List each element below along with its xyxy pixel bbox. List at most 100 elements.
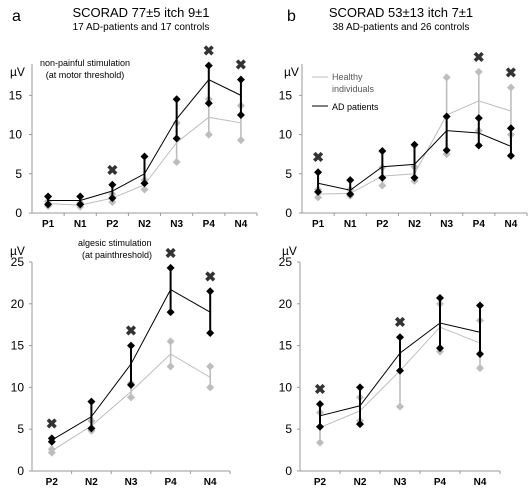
legend-label-patients: AD patients [332, 102, 379, 112]
error-cap-marker [44, 192, 53, 201]
x-tick-label: P2 [46, 477, 59, 488]
panel-a-header: SCORAD 77±5 itch 9±1 [72, 5, 209, 20]
error-cap-marker [172, 95, 181, 104]
series-patients [47, 263, 215, 446]
error-cap-marker [442, 73, 451, 82]
error-cap-marker [166, 308, 175, 317]
legend-label-controls-2: individuals [332, 84, 375, 94]
legend-label-controls: Healthy [332, 72, 363, 82]
error-cap-marker [356, 383, 364, 392]
series-patients [314, 112, 515, 199]
x-tick-label: N2 [138, 219, 151, 230]
significance-cross: ✖ [204, 268, 216, 284]
y-tick-label: 0 [15, 206, 22, 220]
significance-cross: ✖ [125, 323, 137, 339]
error-cap-marker [108, 194, 117, 203]
y-tick-label: 5 [285, 167, 292, 181]
error-cap-marker [378, 181, 387, 190]
error-cap-marker [206, 329, 215, 338]
error-cap-marker [236, 136, 245, 145]
x-tick-label: P2 [314, 477, 327, 488]
error-cap-marker [127, 341, 135, 350]
x-tick-label: N4 [474, 477, 487, 488]
error-cap-marker [396, 402, 404, 411]
y-tick-label: 10 [279, 128, 293, 142]
error-cap-marker [506, 83, 515, 92]
error-cap-marker [204, 61, 213, 70]
error-cap-marker [396, 333, 404, 342]
y-tick-label: 0 [17, 464, 24, 478]
significance-cross: ✖ [46, 415, 58, 431]
x-tick-label: P4 [203, 219, 216, 230]
x-tick-label: P4 [473, 219, 486, 230]
error-cap-marker [204, 130, 213, 139]
error-cap-marker [442, 112, 451, 121]
error-cap-marker [476, 301, 484, 310]
error-cap-marker [236, 75, 245, 84]
x-tick-label: N3 [125, 477, 138, 488]
legend: Healthy individuals AD patients [312, 72, 379, 112]
x-tick-label: N1 [344, 219, 357, 230]
y-tick-label: 25 [11, 255, 25, 269]
error-cap-marker [166, 263, 175, 272]
stimulation-note: algesic stimulation [78, 238, 152, 248]
panel-b-header: SCORAD 53±13 itch 7±1 [329, 5, 473, 20]
y-axis-label: µV [10, 65, 25, 79]
significance-cross: ✖ [106, 162, 118, 178]
error-cap-marker [172, 158, 181, 167]
error-cap-marker [378, 173, 387, 182]
x-tick-label: P1 [312, 219, 325, 230]
error-cap-marker [316, 438, 324, 447]
significance-cross: ✖ [312, 149, 324, 165]
x-tick-label: P4 [434, 477, 447, 488]
error-cap-marker [87, 397, 96, 406]
error-cap-marker [44, 200, 53, 209]
stimulation-note: non-painful stimulation [40, 58, 130, 68]
y-tick-label: 10 [279, 380, 293, 394]
error-cap-marker [506, 124, 515, 133]
error-cap-marker [47, 434, 56, 443]
error-cap-marker [410, 140, 419, 149]
error-cap-marker [204, 99, 213, 108]
error-cap-marker [47, 445, 56, 454]
error-cap-marker [206, 383, 215, 392]
error-cap-marker [314, 168, 323, 177]
y-tick-label: 5 [17, 422, 24, 436]
stimulation-note: (at painthreshold) [82, 250, 152, 260]
chart-b-top: 0 5 10 15 µV P1 N1 P2 N2 N3 P4 N4 ✖ ✖ ✖ Healthy individu… [279, 49, 528, 230]
y-tick-label: 0 [285, 464, 292, 478]
significance-cross: ✖ [203, 43, 215, 59]
error-cap-marker [314, 187, 323, 196]
error-cap-marker [206, 287, 215, 296]
error-cap-marker [166, 362, 175, 371]
y-tick-label: 20 [11, 297, 25, 311]
error-cap-marker [396, 366, 404, 375]
error-cap-marker [127, 393, 135, 402]
y-tick-label: 15 [11, 339, 25, 353]
error-cap-marker [436, 344, 444, 353]
error-cap-marker [474, 67, 483, 76]
panel-b-subheader: 38 AD-patients and 26 controls [333, 22, 470, 33]
y-tick-label: 15 [279, 339, 293, 353]
significance-cross: ✖ [505, 65, 517, 81]
y-tick-label: 25 [279, 255, 293, 269]
error-cap-marker [314, 193, 323, 202]
error-cap-marker [236, 110, 245, 119]
x-tick-label: P2 [376, 219, 389, 230]
x-tick-label: N4 [505, 219, 518, 230]
error-cap-marker [316, 400, 324, 409]
y-tick-label: 0 [285, 206, 292, 220]
error-cap-marker [410, 173, 419, 182]
error-cap-marker [356, 420, 364, 429]
error-cap-marker [206, 362, 215, 371]
error-cap-marker [442, 146, 451, 155]
y-tick-label: 20 [279, 297, 293, 311]
error-cap-marker [476, 349, 484, 358]
significance-cross: ✖ [235, 57, 247, 73]
x-tick-label: N4 [204, 477, 217, 488]
error-cap-marker [127, 380, 135, 389]
error-cap-marker [346, 190, 355, 199]
x-tick-label: N4 [235, 219, 248, 230]
